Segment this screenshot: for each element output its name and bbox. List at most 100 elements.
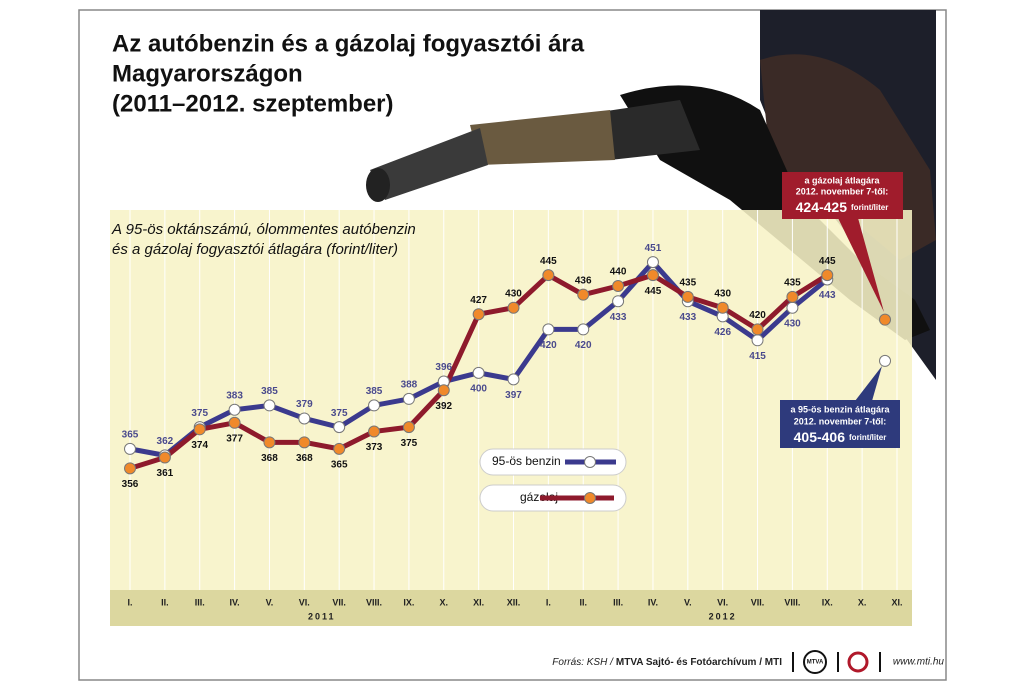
x-tick-label: VI. (299, 597, 310, 607)
subtitle-line: és a gázolaj fogyasztói átlagára (forint… (112, 241, 398, 258)
legend-marks (540, 456, 616, 504)
x-tick-label: IX. (403, 597, 414, 607)
data-label: 385 (261, 386, 278, 397)
point (193, 423, 206, 436)
point (368, 399, 381, 412)
point (158, 451, 171, 464)
x-tick-label: X. (858, 597, 867, 607)
point (786, 301, 799, 314)
point (228, 416, 241, 429)
point (507, 373, 520, 386)
point (263, 436, 276, 449)
data-label: 375 (331, 408, 348, 419)
point (228, 403, 241, 416)
data-label: 368 (261, 453, 278, 464)
data-label: 433 (679, 312, 696, 323)
x-tick-label: III. (195, 597, 205, 607)
data-label: 420 (749, 310, 766, 321)
data-label: 445 (819, 256, 836, 267)
point (612, 280, 625, 292)
point (124, 442, 136, 455)
data-label: 420 (540, 340, 557, 351)
callout-text: 2012. november 7-től: (794, 416, 887, 426)
legend-box (479, 448, 627, 476)
point (646, 256, 659, 269)
data-label: 451 (645, 243, 662, 254)
point (124, 462, 136, 475)
callout-pointer (838, 218, 884, 312)
source: Forrás: KSH / MTVA Sajtó- és Fotóarchívum… (552, 657, 782, 668)
data-label: 430 (714, 288, 731, 299)
callout-number: 424-425 (796, 199, 848, 215)
point (402, 392, 415, 405)
data-label: 379 (296, 399, 313, 410)
logo (803, 650, 827, 674)
data-label: 362 (157, 436, 174, 447)
callout-text: a gázolaj átlagára (804, 175, 880, 185)
legend-label: 95-ös benzin (492, 454, 561, 468)
point (333, 442, 346, 455)
callout-pointer (855, 366, 882, 401)
data-label: 361 (157, 468, 174, 479)
month-band (110, 590, 912, 626)
data-label: 445 (645, 286, 662, 297)
point (716, 301, 729, 314)
data-label: 397 (505, 390, 522, 401)
legend-marker (584, 492, 596, 504)
data-label: 385 (366, 386, 383, 397)
callout-value: 405-406 forint/liter (794, 429, 887, 445)
data-label: 374 (191, 440, 208, 451)
data-label: 373 (366, 442, 383, 453)
point (821, 269, 834, 282)
x-tick-label: V. (266, 597, 274, 607)
x-tick-label: II. (579, 597, 587, 607)
x-tick-label: VI. (717, 597, 728, 607)
callout-unit: forint/liter (851, 203, 888, 212)
title-line: (2011–2012. szeptember) (112, 90, 394, 117)
callout-unit: forint/liter (849, 433, 886, 442)
callout-point (879, 354, 891, 367)
callout-number: 405-406 (794, 429, 846, 445)
point (472, 366, 485, 379)
x-tick-label: VII. (332, 597, 346, 607)
data-label: 433 (610, 312, 627, 323)
data-label: 392 (435, 401, 452, 412)
callout-box (782, 172, 903, 219)
point (681, 290, 694, 303)
point (472, 308, 485, 321)
source-main: MTVA Sajtó- és Fotóarchívum / MTI (616, 657, 782, 668)
x-tick-label: II. (161, 597, 169, 607)
data-label: 436 (575, 275, 592, 286)
data-label: 396 (435, 362, 452, 373)
logo (847, 651, 869, 673)
data-label: 427 (470, 295, 487, 306)
data-label: 388 (401, 380, 418, 391)
data-label: 443 (819, 290, 836, 301)
data-label: 440 (610, 267, 627, 278)
data-label: 420 (575, 340, 592, 351)
data-label: 400 (470, 383, 487, 394)
data-label: 435 (679, 277, 696, 288)
x-tick-label: III. (613, 597, 623, 607)
callout-text: 2012. november 7-től: (796, 186, 889, 196)
point (786, 290, 799, 303)
x-tick-label: V. (684, 597, 692, 607)
year-label: 2011 (308, 611, 336, 621)
data-label: 435 (784, 277, 801, 288)
data-label: 430 (505, 288, 522, 299)
data-label: 377 (226, 433, 243, 444)
data-label: 368 (296, 453, 313, 464)
data-label: 426 (714, 327, 731, 338)
plot-area (110, 210, 912, 590)
point (263, 399, 276, 412)
data-label: 430 (784, 318, 801, 329)
point (437, 384, 450, 397)
series-layer: I. II. III. IV. V. VI. VII. VIII. IX. X. XI. XII. I.… (122, 243, 903, 622)
point (542, 323, 555, 336)
x-tick-label: I. (127, 597, 132, 607)
x-tick-label: IV. (229, 597, 239, 607)
legend-label: gázolaj (520, 490, 558, 504)
point (646, 269, 659, 282)
point (402, 421, 415, 434)
